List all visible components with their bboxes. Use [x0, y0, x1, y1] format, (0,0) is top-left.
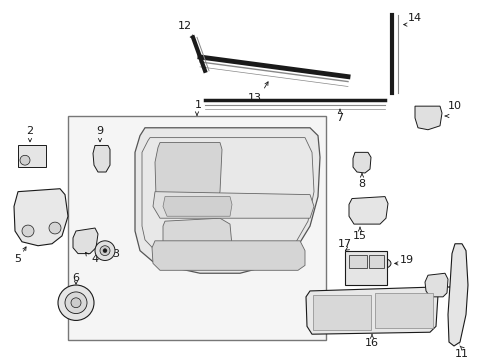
Text: 10: 10: [447, 101, 461, 111]
Text: 9: 9: [96, 126, 103, 136]
Bar: [18, 145, 46, 167]
Text: 8: 8: [358, 179, 365, 189]
Polygon shape: [93, 145, 110, 172]
Polygon shape: [352, 152, 370, 173]
Text: 7: 7: [336, 113, 343, 123]
Bar: [68, 116, 325, 340]
Polygon shape: [163, 197, 231, 216]
Polygon shape: [447, 244, 467, 346]
Circle shape: [71, 298, 81, 308]
Polygon shape: [155, 143, 222, 216]
Text: 6: 6: [72, 273, 80, 283]
Text: 12: 12: [178, 22, 192, 31]
Circle shape: [58, 285, 94, 320]
Polygon shape: [73, 228, 98, 253]
Ellipse shape: [358, 257, 390, 270]
Bar: [348, 255, 366, 268]
Text: 16: 16: [364, 338, 378, 348]
Text: 13: 13: [247, 93, 262, 103]
Polygon shape: [153, 192, 313, 218]
Text: 3: 3: [112, 249, 119, 258]
Polygon shape: [414, 106, 441, 130]
Circle shape: [49, 222, 61, 234]
Polygon shape: [348, 197, 387, 224]
Text: 1: 1: [194, 100, 201, 110]
Text: 18: 18: [447, 290, 461, 300]
Circle shape: [22, 225, 34, 237]
Text: 4: 4: [91, 253, 99, 264]
Text: 14: 14: [407, 13, 421, 23]
Circle shape: [100, 246, 110, 256]
Bar: [345, 251, 386, 285]
Polygon shape: [424, 273, 447, 297]
Polygon shape: [14, 189, 68, 246]
Circle shape: [95, 241, 115, 261]
Text: 17: 17: [337, 239, 351, 249]
Polygon shape: [305, 287, 437, 334]
Bar: [312, 295, 370, 330]
Bar: [368, 255, 383, 268]
Text: 19: 19: [399, 256, 413, 265]
Polygon shape: [152, 241, 305, 270]
Text: 5: 5: [15, 253, 21, 264]
Circle shape: [65, 292, 87, 314]
Text: 2: 2: [26, 126, 34, 136]
Circle shape: [103, 249, 107, 253]
Text: 15: 15: [352, 231, 366, 241]
Text: 11: 11: [454, 349, 468, 359]
Polygon shape: [163, 218, 231, 257]
Polygon shape: [135, 128, 319, 273]
Bar: [374, 293, 432, 328]
Circle shape: [20, 155, 30, 165]
